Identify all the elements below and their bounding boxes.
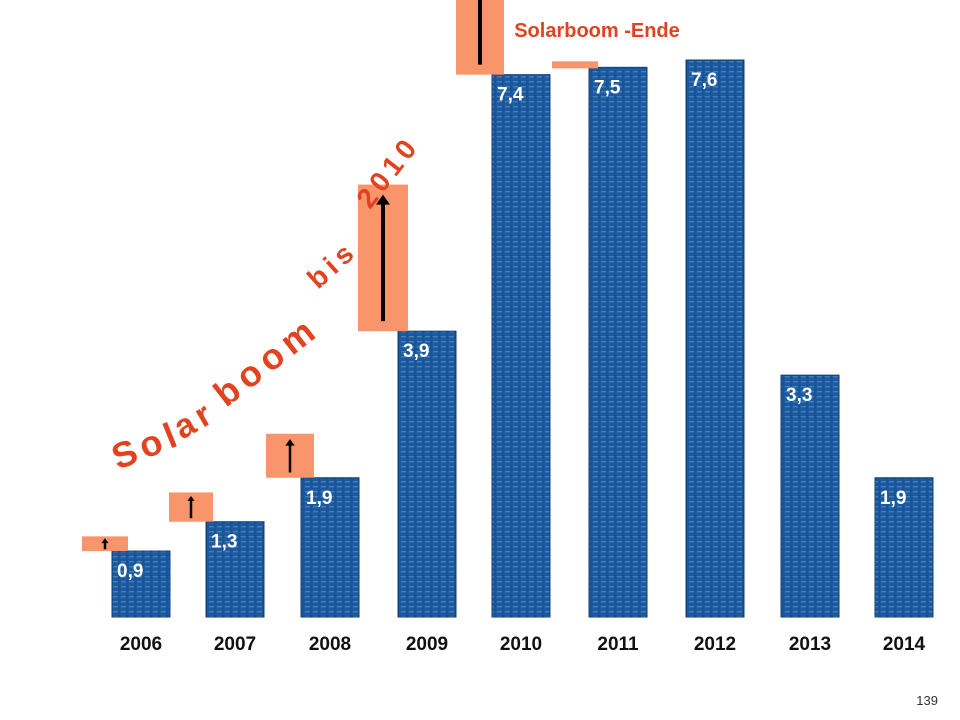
bar-2012: [686, 60, 744, 617]
value-label-2014: 1,9: [880, 488, 906, 509]
bar-2013: [781, 375, 839, 617]
tick-label-2014: 2014: [883, 634, 926, 655]
bar-outline-2006: [111, 550, 171, 618]
tick-label-2010: 2010: [500, 634, 542, 655]
bar-2014: [875, 477, 933, 617]
bar-outline-2010: [491, 74, 551, 618]
bar-2010: [492, 74, 550, 617]
tick-label-2012: 2012: [694, 634, 736, 655]
value-label-2006: 0,9: [117, 561, 143, 582]
boom-end-marker: [552, 61, 598, 69]
increase-arrowhead-2007: [187, 495, 195, 501]
value-label-2012: 7,6: [691, 70, 717, 91]
bar-outline-2014: [874, 477, 934, 618]
tick-label-2006: 2006: [120, 634, 162, 655]
value-label-2011: 7,5: [594, 77, 621, 98]
value-label-2013: 3,3: [786, 385, 812, 406]
bar-outline-2011: [588, 66, 648, 618]
tick-label-2011: 2011: [597, 634, 639, 655]
value-label-2009: 3,9: [403, 341, 429, 362]
bar-2006: [112, 551, 170, 617]
bar-outline-2013: [780, 374, 840, 618]
increase-arrowhead-2006: [101, 538, 109, 544]
value-label-2008: 1,9: [306, 488, 332, 509]
value-label-2007: 1,3: [211, 532, 237, 553]
tick-label-2013: 2013: [789, 634, 831, 655]
increase-arrowhead-2008: [285, 439, 295, 446]
bar-2009: [398, 331, 456, 617]
annotation-word-3: boom: [206, 307, 327, 414]
bar-2007: [206, 521, 264, 617]
bar-outline-2012: [685, 59, 745, 618]
value-label-2010: 7,4: [497, 85, 524, 106]
page-number: 139: [916, 693, 938, 708]
tick-label-2007: 2007: [214, 634, 256, 655]
bar-2011: [589, 67, 647, 617]
bar-outline-2008: [300, 477, 360, 618]
tick-label-2008: 2008: [309, 634, 351, 655]
chart-title: Solarboom -Ende: [514, 20, 680, 42]
bar-outline-2009: [397, 330, 457, 618]
bar-outline-2007: [205, 521, 265, 618]
tick-label-2009: 2009: [406, 634, 448, 655]
annotation-word-4: bis: [301, 234, 363, 294]
increase-arrowhead-2009: [376, 194, 390, 205]
bar-2008: [301, 477, 359, 617]
